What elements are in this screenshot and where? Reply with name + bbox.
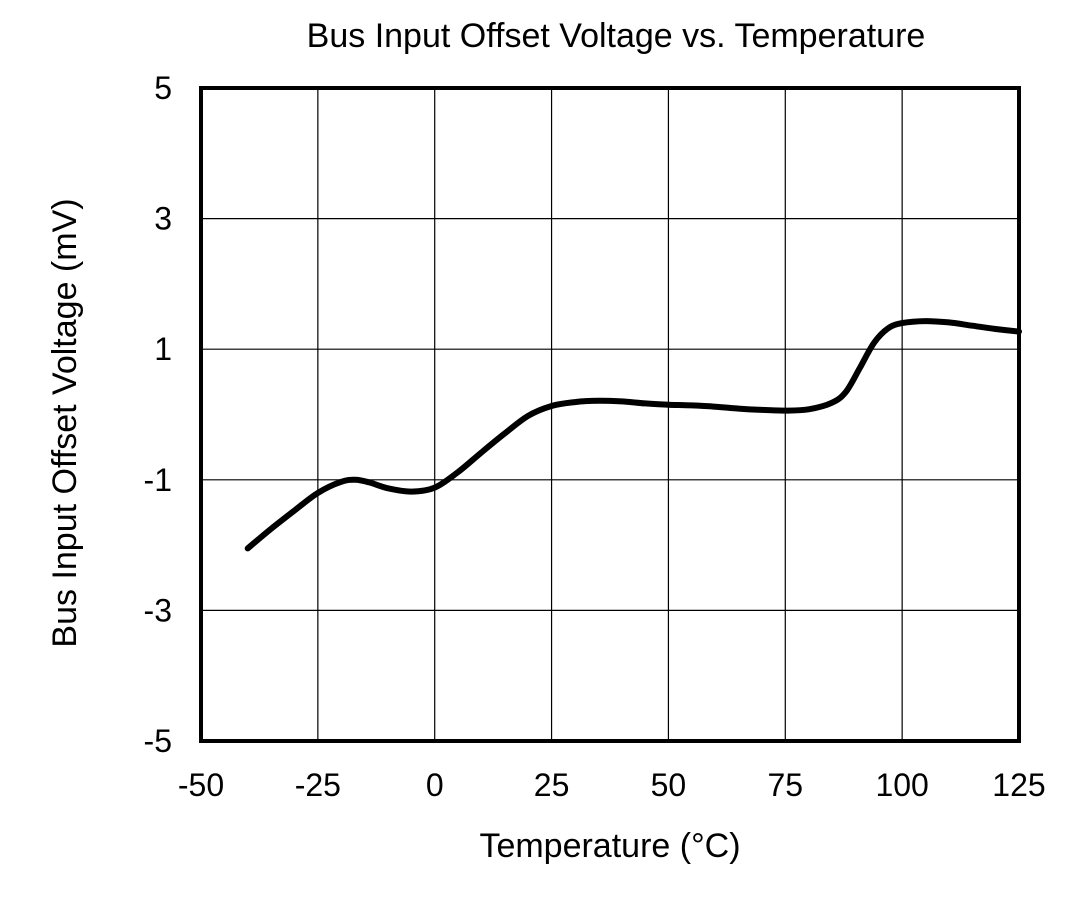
- y-tick-label: 1: [154, 331, 172, 367]
- chart-title: Bus Input Offset Voltage vs. Temperature: [307, 17, 926, 55]
- x-axis-ticks: -50 -25 0 25 50 75 100 125: [178, 767, 1046, 803]
- grid-lines: [201, 88, 1019, 741]
- y-tick-label: -1: [144, 462, 172, 498]
- y-tick-label: 5: [154, 70, 172, 106]
- x-tick-label: 0: [426, 767, 444, 803]
- x-tick-label: 50: [651, 767, 687, 803]
- x-tick-label: 125: [992, 767, 1045, 803]
- y-axis-label: Bus Input Offset Voltage (mV): [46, 198, 84, 647]
- x-tick-label: -25: [295, 767, 341, 803]
- plot-frame: [199, 86, 1021, 743]
- series-line: [244, 318, 1022, 552]
- y-tick-label: -5: [144, 723, 172, 759]
- series-layer: [244, 318, 1022, 552]
- y-tick-label: 3: [154, 201, 172, 237]
- x-tick-label: 75: [767, 767, 803, 803]
- y-tick-label: -3: [144, 592, 172, 628]
- x-tick-label: 25: [534, 767, 570, 803]
- y-axis-ticks: 5 3 1 -1 -3 -5: [144, 70, 172, 759]
- x-axis-label: Temperature (°C): [479, 827, 740, 865]
- x-tick-label: 100: [875, 767, 928, 803]
- x-tick-label: -50: [178, 767, 224, 803]
